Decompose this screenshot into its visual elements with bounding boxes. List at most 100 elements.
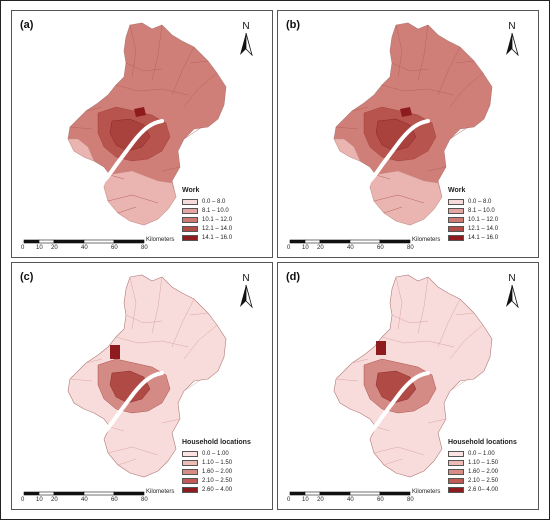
legend-item: 2.60 – 4.00: [182, 485, 272, 494]
legend-title: Household locations: [448, 439, 517, 446]
district-boundary: [351, 106, 369, 112]
scale-bar: 0 10 20 40 60 80 Kilometers: [286, 489, 486, 509]
legend-title: Household locations: [182, 439, 251, 446]
legend-item: 12.1 – 14.0: [182, 224, 272, 233]
district-boundary: [109, 426, 125, 432]
legend-item-label: 2.60 – 4.00: [202, 486, 233, 493]
map-panel-b: (b) N Work 0.0 – 8.0 8.1 – 10.0 10.1 – 12.0 12…: [277, 10, 539, 258]
district-boundary: [437, 46, 461, 96]
map-panel-a: (a) N Work 0.0 – 8.0 8.1 – 10.0 10.1 – 12.0 12…: [11, 10, 273, 258]
hotspot-district: [110, 345, 120, 359]
district-boundary: [107, 194, 159, 204]
scale-tick-label: 20: [317, 497, 324, 503]
legend-swatch: [182, 459, 198, 466]
scale-tick-label: 40: [81, 245, 88, 251]
district-boundary: [449, 72, 484, 108]
district-boundary: [381, 84, 455, 96]
north-label: N: [508, 21, 516, 32]
legend-item-label: 8.1 – 10.0: [468, 207, 495, 214]
legend-item: 8.1 – 10.0: [448, 206, 538, 215]
legend-title: Work: [448, 187, 466, 194]
district-boundary: [115, 84, 189, 96]
river: [366, 119, 430, 185]
scale-tick-label: 80: [141, 497, 148, 503]
panel-label: (c): [20, 271, 34, 283]
district-boundary: [427, 166, 447, 172]
scale-tick-label: 40: [347, 245, 354, 251]
scale-tick-label: 0: [287, 245, 291, 251]
district-boundary: [391, 314, 429, 324]
district-boundary: [129, 276, 137, 330]
district-boundary: [189, 312, 209, 316]
district-boundary: [151, 24, 163, 82]
legend-swatch: [182, 468, 198, 475]
north-label: N: [242, 273, 250, 284]
legend-item: 10.1 – 12.0: [182, 215, 272, 224]
legend-item: 2.10 – 2.50: [182, 476, 272, 485]
legend-swatch: [448, 450, 464, 457]
district-boundary: [189, 60, 209, 64]
hotspot-district: [376, 341, 386, 355]
scale-unit: Kilometers: [412, 237, 441, 243]
district-boundary: [417, 276, 429, 334]
legend-item: 1.60 – 2.00: [182, 467, 272, 476]
district-boundary: [69, 126, 93, 130]
district-boundary: [391, 62, 429, 72]
north-arrow-icon: N: [502, 273, 522, 311]
scale-tick-label: 0: [21, 497, 25, 503]
map-legend: Household locations 0.0 – 1.00 1.10 – 1.50…: [182, 439, 272, 494]
legend-item-label: 8.1 – 10.0: [202, 207, 229, 214]
district-boundary: [383, 206, 403, 214]
legend-item: 12.1 – 14.0: [448, 224, 538, 233]
legend-swatch: [448, 234, 464, 241]
district-boundary: [183, 378, 203, 392]
district-boundary: [375, 426, 391, 432]
district-map: [333, 274, 493, 478]
panel-label: (b): [286, 19, 301, 31]
scale-tick-label: 60: [377, 245, 384, 251]
legend-item-label: 1.60 – 2.00: [468, 468, 499, 475]
scale-tick-label: 80: [407, 245, 414, 251]
map-legend: Work 0.0 – 8.0 8.1 – 10.0 10.1 – 12.0 12.1 –…: [448, 187, 538, 242]
district-map: [333, 22, 493, 226]
scale-bar: 0 10 20 40 60 80 Kilometers: [286, 237, 486, 257]
legend-item: 1.10 – 1.50: [182, 458, 272, 467]
scale-tick-label: 80: [407, 497, 414, 503]
panel-label: (a): [20, 19, 34, 31]
legend-item: 1.60 – 2.00: [448, 467, 538, 476]
legend-swatch: [448, 468, 464, 475]
scale-bar: 0 10 20 40 60 80 Kilometers: [20, 237, 220, 257]
map-legend: Work 0.0 – 8.0 8.1 – 10.0 10.1 – 12.0 12.1 –…: [182, 187, 272, 242]
legend-item-label: 0.0 – 8.0: [468, 198, 492, 205]
legend-item: 0.0 – 8.0: [182, 197, 272, 206]
legend-item-label: 10.1 – 12.0: [202, 216, 233, 223]
scale-tick-label: 20: [317, 245, 324, 251]
district-boundary: [69, 378, 93, 382]
river: [100, 119, 164, 185]
legend-swatch: [448, 225, 464, 232]
legend-swatch: [182, 477, 198, 484]
district-boundary: [373, 446, 425, 456]
western-zone: [333, 138, 361, 162]
inner-core: [109, 118, 151, 152]
legend-item-label: 0.0 – 1.00: [202, 450, 229, 457]
legend-item: 10.1 – 12.0: [448, 215, 538, 224]
legend-swatch: [448, 477, 464, 484]
scale-tick-label: 10: [36, 497, 43, 503]
district-boundary: [109, 174, 125, 180]
legend-item-label: 10.1 – 12.0: [468, 216, 499, 223]
district-map: [67, 22, 227, 226]
district-boundary: [125, 314, 163, 324]
district-boundary: [161, 166, 181, 172]
scale-tick-label: 0: [287, 497, 291, 503]
north-arrow-icon: N: [502, 21, 522, 59]
district-boundary: [117, 458, 137, 466]
legend-item-label: 12.1 – 14.0: [202, 225, 233, 232]
legend-swatch: [182, 207, 198, 214]
district-boundary: [375, 174, 391, 180]
district-boundary: [85, 106, 103, 112]
district-boundary: [437, 298, 461, 348]
legend-item: 0.0 – 1.00: [182, 449, 272, 458]
river: [366, 371, 430, 437]
district-boundary: [183, 324, 218, 360]
